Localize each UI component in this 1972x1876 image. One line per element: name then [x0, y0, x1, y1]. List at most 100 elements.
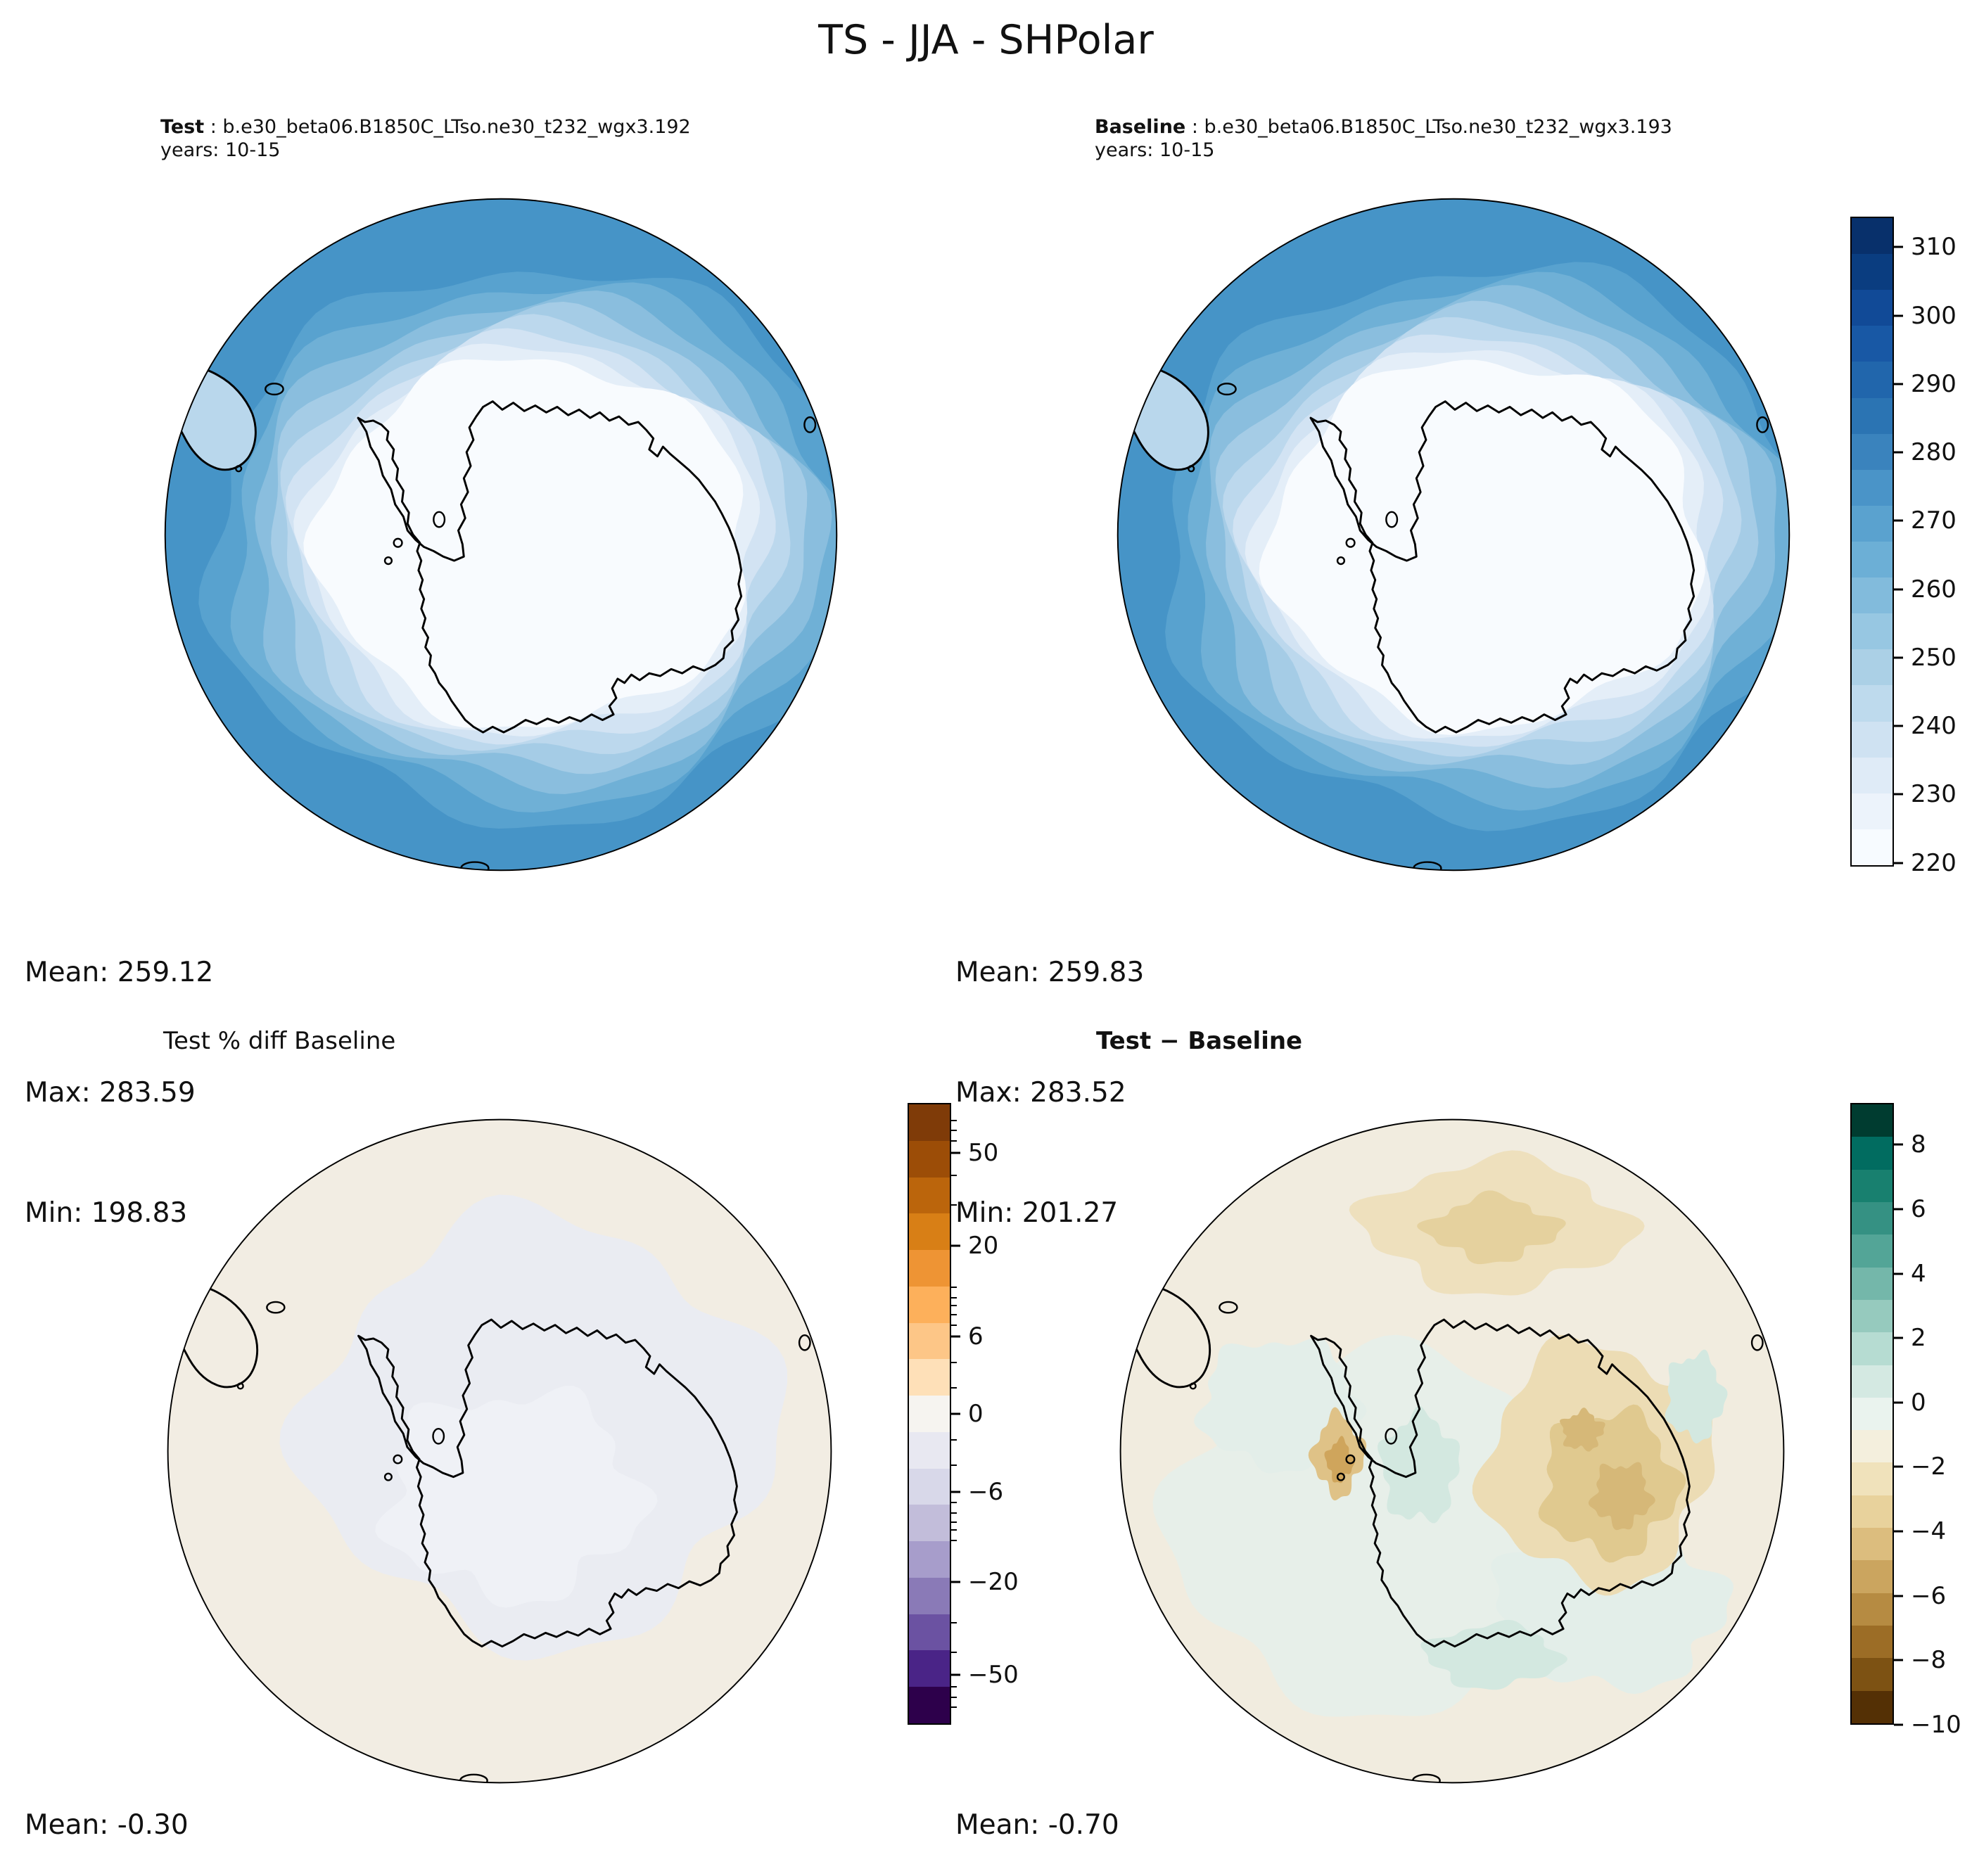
colorbar-segment	[1852, 1397, 1893, 1431]
colorbar-minor-tick	[951, 1361, 957, 1363]
colorbar-segment	[909, 1687, 950, 1724]
colorbar-tick	[1894, 725, 1903, 727]
colorbar-tick-label: 260	[1911, 575, 1957, 604]
colorbar-segment	[909, 1213, 950, 1251]
colorbar-segment	[1852, 1104, 1893, 1137]
colorbar-segment	[909, 1431, 950, 1469]
colorbar-segment	[1852, 1495, 1893, 1529]
colorbar-segment	[909, 1650, 950, 1687]
colorbar-tick-label: 240	[1911, 712, 1957, 741]
colorbar-segment	[1852, 1626, 1893, 1659]
colorbar-segment	[1852, 1299, 1893, 1333]
colorbar-segment	[1852, 1234, 1893, 1268]
colorbar-tick-label: 0	[968, 1400, 984, 1428]
baseline-stats: Mean: 259.83 Max: 283.52 Min: 201.27	[955, 872, 1144, 1313]
colorbar-minor-tick	[951, 1540, 957, 1542]
colorbar-segment	[1852, 578, 1893, 614]
temperature-colorbar: 310 300 290 280 270 260 250 240 230 220	[1850, 217, 1957, 877]
colorbar-segment	[909, 1505, 950, 1542]
colorbar-tick	[1894, 519, 1903, 522]
colorbar-tick	[1894, 451, 1903, 454]
colorbar-tick	[1894, 383, 1903, 385]
colorbar-segment	[1852, 1430, 1893, 1463]
colorbar-tick	[951, 1673, 960, 1676]
colorbar-segment	[909, 1396, 950, 1432]
percent-diff-mean: Mean: -0.30	[25, 1809, 189, 1841]
cbar-temp-gradient	[1850, 217, 1894, 867]
colorbar-minor-tick	[951, 1140, 957, 1142]
colorbar-tick	[1894, 314, 1903, 317]
colorbar-segment	[1852, 613, 1893, 650]
difference-stats: Mean: -0.70 Max: 2.03 Min: -3.68	[955, 1725, 1119, 1876]
colorbar-segment	[909, 1322, 950, 1360]
colorbar-tick-label: −6	[1911, 1582, 1947, 1610]
test-max: Max: 283.59	[25, 1077, 196, 1109]
colorbar-tick-label: 0	[1911, 1389, 1926, 1417]
colorbar-tick-label: 250	[1911, 644, 1957, 672]
colorbar-minor-tick	[951, 1324, 957, 1326]
colorbar-tick	[1894, 1143, 1903, 1146]
baseline-mean: Mean: 259.83	[955, 957, 1145, 988]
difference-colorbar: 8 6 4 2 0 −2 −4 −6 −8 −10	[1850, 1103, 1961, 1739]
colorbar-tick-label: −10	[1911, 1711, 1961, 1739]
colorbar-tick	[1894, 1465, 1903, 1468]
colorbar-minor-tick	[951, 1521, 957, 1523]
colorbar-tick	[951, 1335, 960, 1337]
test-years: years: 10-15	[160, 139, 281, 161]
test-stats: Mean: 259.12 Max: 283.59 Min: 198.83	[25, 872, 213, 1313]
test-run-name: : b.e30_beta06.B1850C_LTso.ne30_t232_wgx…	[204, 116, 691, 138]
colorbar-segment	[1852, 397, 1893, 434]
difference-title: Test − Baseline	[1096, 1027, 1303, 1055]
colorbar-tick-label: 20	[968, 1232, 999, 1261]
test-map	[158, 191, 844, 878]
colorbar-tick	[1894, 1401, 1903, 1404]
colorbar-tick	[1894, 1208, 1903, 1211]
colorbar-tick-label: 50	[968, 1138, 999, 1167]
colorbar-minor-tick	[951, 1529, 957, 1531]
colorbar-tick	[951, 1244, 960, 1247]
colorbar-tick	[951, 1151, 960, 1154]
test-header-line: Test : b.e30_beta06.B1850C_LTso.ne30_t23…	[160, 115, 691, 139]
colorbar-tick-label: 4	[1911, 1260, 1926, 1289]
colorbar-segment	[1852, 541, 1893, 578]
cbar-diff-gradient	[1850, 1103, 1894, 1725]
test-panel-header: Test : b.e30_beta06.B1850C_LTso.ne30_t23…	[160, 115, 691, 162]
colorbar-segment	[909, 1140, 950, 1178]
colorbar-segment	[1852, 1462, 1893, 1495]
difference-mean: Mean: -0.70	[955, 1809, 1119, 1841]
colorbar-tick-label: 230	[1911, 780, 1957, 809]
test-label: Test	[160, 116, 205, 138]
difference-map	[1113, 1112, 1791, 1790]
colorbar-segment	[1852, 362, 1893, 398]
percent-diff-stats: Mean: -0.30 Max: 0.77 Min: -1.59	[25, 1725, 189, 1876]
colorbar-segment	[909, 1468, 950, 1505]
colorbar-tick	[1894, 1530, 1903, 1533]
colorbar-segment	[909, 1250, 950, 1287]
colorbar-segment	[1852, 1169, 1893, 1202]
colorbar-segment	[909, 1614, 950, 1651]
colorbar-segment	[909, 1359, 950, 1396]
colorbar-tick-label: 2	[1911, 1324, 1926, 1353]
colorbar-minor-tick	[951, 1119, 957, 1121]
colorbar-segment	[909, 1286, 950, 1323]
colorbar-segment	[1852, 326, 1893, 362]
colorbar-segment	[909, 1577, 950, 1614]
colorbar-segment	[909, 1177, 950, 1214]
colorbar-tick	[1894, 588, 1903, 591]
baseline-panel-header: Baseline : b.e30_beta06.B1850C_LTso.ne30…	[1095, 115, 1672, 162]
colorbar-segment	[1852, 218, 1893, 255]
colorbar-segment	[1852, 433, 1893, 470]
colorbar-minor-tick	[951, 1502, 957, 1504]
colorbar-minor-tick	[951, 1439, 957, 1441]
colorbar-tick	[1894, 245, 1903, 248]
cbar-pct-gradient	[908, 1103, 951, 1725]
colorbar-segment	[1852, 721, 1893, 758]
colorbar-minor-tick	[951, 1686, 957, 1688]
test-mean: Mean: 259.12	[25, 957, 214, 988]
colorbar-segment	[909, 1104, 950, 1141]
colorbar-tick	[951, 1491, 960, 1493]
colorbar-minor-tick	[951, 1622, 957, 1624]
baseline-header-line: Baseline : b.e30_beta06.B1850C_LTso.ne30…	[1095, 115, 1672, 139]
colorbar-tick	[1894, 656, 1903, 659]
